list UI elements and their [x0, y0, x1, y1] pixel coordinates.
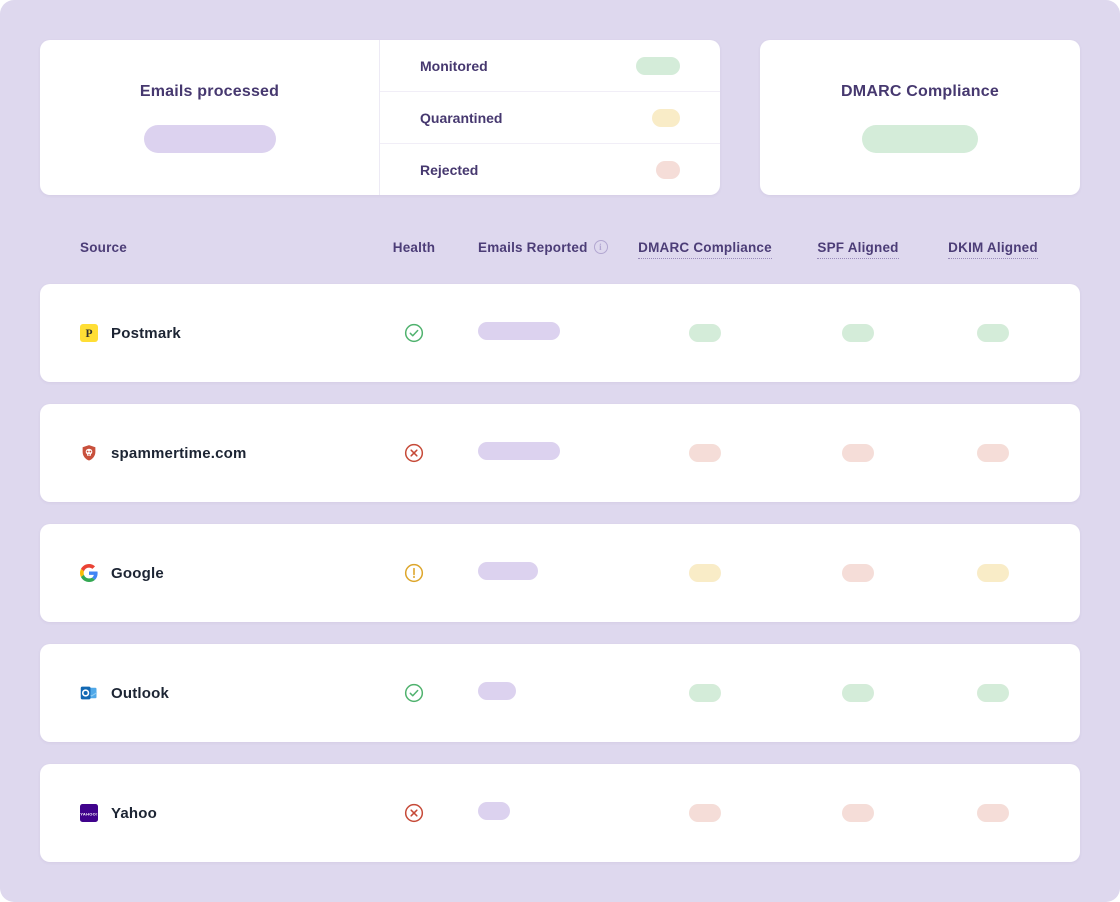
dmarc-compliance-header-label[interactable]: DMARC Compliance [638, 239, 772, 259]
spf-aligned-pill [842, 684, 874, 702]
emails-processed-panel: Emails processed [40, 40, 380, 195]
spf-aligned-pill [842, 804, 874, 822]
emails-processed-value-pill [143, 124, 276, 153]
quarantined-value-pill [652, 108, 680, 127]
column-header-emails-reported: Emails Reported i [468, 240, 640, 255]
dkim-aligned-pill [977, 324, 1009, 342]
dkim-aligned-pill [977, 564, 1009, 582]
info-icon[interactable]: i [593, 240, 608, 254]
health-error-icon [404, 803, 424, 823]
spf-aligned-pill [842, 564, 874, 582]
table-header: Source Health Emails Reported i DMARC Co… [40, 237, 1080, 259]
dmarc-compliance-pill [689, 804, 721, 822]
source-name: Postmark [111, 324, 181, 342]
spf-aligned-header-label[interactable]: SPF Aligned [817, 239, 899, 259]
dmarc-compliance-value-pill [862, 124, 978, 153]
source-name: Yahoo [111, 804, 158, 822]
source-name: Outlook [111, 684, 170, 702]
source-row[interactable]: Outlook [40, 644, 1080, 742]
source-cell: P Postmark [80, 324, 360, 342]
source-name: spammertime.com [111, 444, 247, 462]
breakdown-row-rejected: Rejected [380, 144, 720, 195]
health-ok-icon [404, 683, 424, 703]
emails-reported-label: Emails Reported [478, 239, 588, 255]
source-rows: P Postmark spammertime.com Google [40, 284, 1080, 862]
health-warning-icon [404, 563, 424, 583]
column-header-spf-aligned: SPF Aligned [817, 239, 899, 259]
dmarc-compliance-pill [689, 444, 721, 462]
emails-reported-pill [478, 441, 560, 460]
emails-reported-pill [478, 561, 538, 580]
breakdown-row-monitored: Monitored [380, 40, 720, 92]
google-icon [80, 564, 98, 582]
postmark-icon: P [80, 324, 98, 342]
source-row[interactable]: Google [40, 524, 1080, 622]
column-header-dkim-aligned: DKIM Aligned [948, 239, 1038, 259]
emails-reported-pill [478, 801, 510, 820]
dkim-aligned-pill [977, 444, 1009, 462]
dmarc-compliance-card: DMARC Compliance [760, 40, 1080, 195]
emails-reported-pill [478, 681, 516, 700]
source-cell: Outlook [80, 684, 360, 702]
svg-text:YAHOO!: YAHOO! [80, 811, 97, 816]
monitored-value-pill [636, 56, 680, 75]
outlook-icon [80, 684, 98, 702]
emails-processed-title: Emails processed [139, 82, 280, 100]
dmarc-compliance-title: DMARC Compliance [841, 82, 999, 100]
summary-section: Emails processed Monitored Quarantined R… [40, 40, 1080, 195]
svg-text:P: P [85, 328, 92, 340]
source-cell: spammertime.com [80, 444, 360, 462]
health-ok-icon [404, 323, 424, 343]
emails-processed-card: Emails processed Monitored Quarantined R… [40, 40, 720, 195]
monitored-label: Monitored [420, 57, 488, 74]
column-header-dmarc-compliance: DMARC Compliance [638, 239, 772, 259]
dkim-aligned-pill [977, 684, 1009, 702]
health-error-icon [404, 443, 424, 463]
breakdown-row-quarantined: Quarantined [380, 92, 720, 144]
source-name: Google [111, 564, 164, 582]
dkim-aligned-header-label[interactable]: DKIM Aligned [948, 239, 1038, 259]
dmarc-compliance-pill [689, 564, 721, 582]
dmarc-compliance-pill [689, 684, 721, 702]
rejected-label: Rejected [420, 161, 479, 178]
spf-aligned-pill [842, 324, 874, 342]
source-row[interactable]: P Postmark [40, 284, 1080, 382]
source-row[interactable]: YAHOO! Yahoo [40, 764, 1080, 862]
emails-reported-pill [478, 321, 560, 340]
rejected-value-pill [656, 160, 680, 179]
quarantined-label: Quarantined [420, 109, 503, 126]
column-header-health: Health [392, 239, 436, 255]
source-row[interactable]: spammertime.com [40, 404, 1080, 502]
breakdown-panel: Monitored Quarantined Rejected [380, 40, 720, 195]
column-header-source: Source [80, 239, 127, 255]
source-cell: YAHOO! Yahoo [80, 804, 360, 822]
dkim-aligned-pill [977, 804, 1009, 822]
spam-icon [80, 444, 98, 462]
dmarc-compliance-pill [689, 324, 721, 342]
source-cell: Google [80, 564, 360, 582]
yahoo-icon: YAHOO! [80, 804, 98, 822]
spf-aligned-pill [842, 444, 874, 462]
